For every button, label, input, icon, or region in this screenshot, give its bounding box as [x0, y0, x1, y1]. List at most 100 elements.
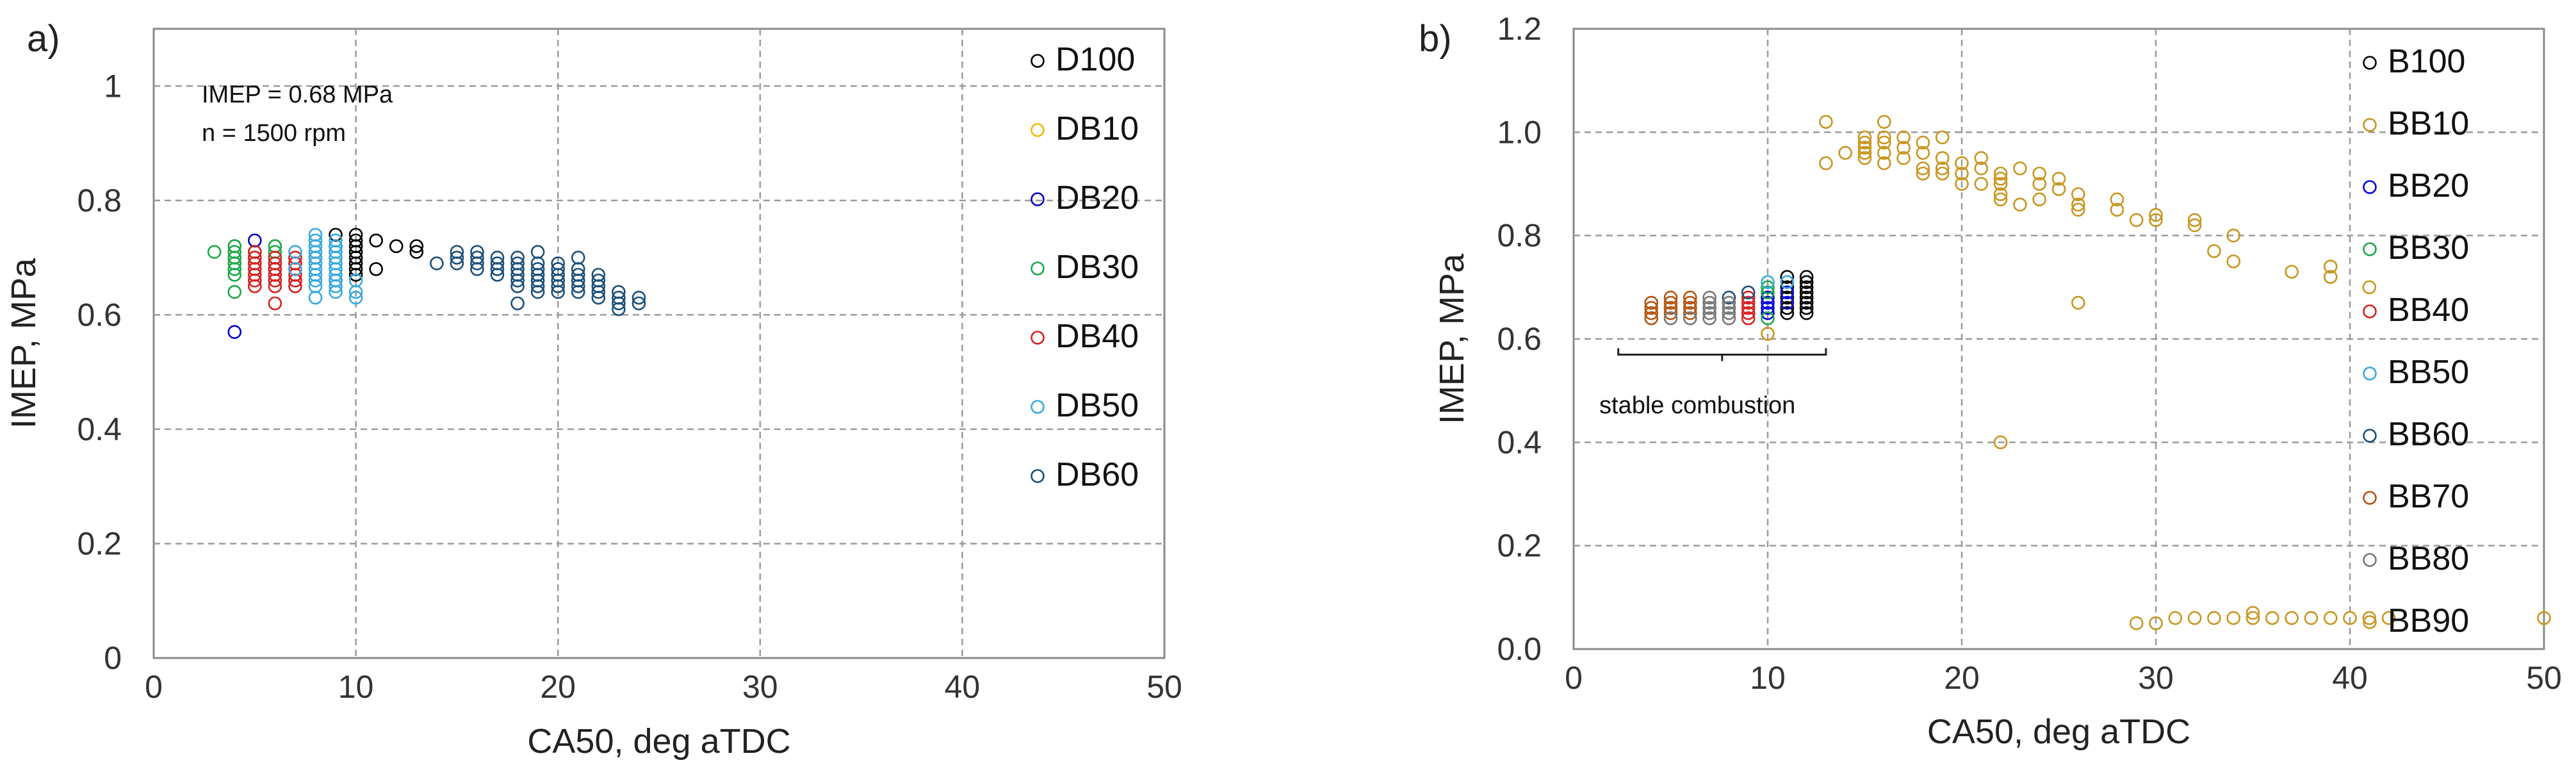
x-tick-label: 10 — [1750, 660, 1786, 696]
data-point — [2226, 611, 2240, 625]
data-point — [2187, 611, 2202, 625]
data-point — [1722, 295, 1736, 310]
legend-label: BB70 — [2388, 478, 2469, 515]
data-point — [1993, 435, 2008, 450]
data-point — [227, 325, 242, 339]
data-point — [1974, 177, 1989, 191]
data-point — [1857, 140, 1872, 155]
legend-entry: DB60 — [1031, 456, 1139, 493]
data-point — [2207, 244, 2221, 258]
data-point — [288, 279, 302, 293]
data-point — [1935, 151, 1950, 165]
data-point — [1780, 301, 1795, 315]
data-point — [2149, 616, 2163, 630]
annotation-text: stable combustion — [1599, 392, 1795, 419]
y-tick-label: 0.2 — [77, 525, 122, 561]
legend-marker — [2363, 366, 2377, 381]
legend-label: BB90 — [2388, 602, 2469, 639]
x-tick-label: 50 — [2526, 660, 2562, 696]
data-point — [612, 302, 626, 317]
data-point — [1799, 275, 1814, 290]
data-point — [1683, 301, 1697, 315]
data-point — [1916, 145, 1930, 160]
y-axis-title: IMEP, MPa — [1433, 253, 1471, 424]
chart-panel-b: 0 10 20 30 40 50 0.0 0.2 0.4 0.6 0.8 1.0 1.2 CA50, de… — [1419, 11, 2562, 751]
data-point — [1702, 290, 1716, 305]
data-point — [1993, 167, 2008, 181]
annotation-text: IMEP = 0.68 MPa — [202, 81, 393, 108]
y-tick-label: 0.6 — [77, 297, 122, 333]
data-point — [268, 273, 282, 288]
data-point — [530, 284, 545, 299]
data-point — [2323, 270, 2338, 284]
x-tick-label: 0 — [1565, 660, 1583, 696]
data-point — [2226, 228, 2240, 243]
data-point — [2071, 197, 2085, 212]
data-point — [2051, 172, 2066, 186]
y-tick-label: 0 — [104, 640, 122, 676]
y-tick-label: 1.2 — [1497, 11, 1542, 47]
data-point — [1799, 280, 1814, 295]
data-point — [510, 296, 525, 311]
x-tick-label: 20 — [540, 669, 576, 705]
data-point — [288, 262, 302, 276]
data-point — [530, 279, 545, 293]
legend-label: DB30 — [1056, 249, 1139, 286]
data-point — [288, 245, 302, 259]
data-point — [348, 284, 363, 299]
data-point — [2226, 254, 2240, 268]
y-tick-label: 0.4 — [77, 411, 122, 447]
legend-entry: BB80 — [2363, 540, 2469, 577]
panel-label: a) — [27, 18, 60, 60]
y-tick-label: 0.6 — [1497, 321, 1542, 357]
annotation-text: n = 1500 rpm — [202, 120, 346, 147]
data-point — [329, 279, 343, 293]
data-point — [2323, 259, 2338, 274]
legend-entry: DB30 — [1031, 249, 1139, 286]
legend-entry: BB60 — [2363, 416, 2469, 453]
legend-entry: DB20 — [1031, 179, 1139, 217]
data-point — [1663, 311, 1678, 325]
data-point — [1993, 187, 2008, 201]
data-point — [1761, 290, 1775, 305]
data-point — [2304, 611, 2319, 625]
legend-entry: BB30 — [2363, 229, 2469, 267]
data-point — [2129, 616, 2144, 630]
legend-entry: DB50 — [1031, 387, 1139, 424]
data-point — [1663, 301, 1678, 315]
data-point — [591, 290, 606, 305]
data-point — [1857, 151, 1872, 165]
legend-label: DB60 — [1056, 456, 1139, 493]
y-tick-label: 0.2 — [1497, 528, 1542, 564]
data-point — [1935, 161, 1950, 176]
data-point — [1722, 290, 1736, 305]
data-point — [1896, 140, 1911, 155]
data-point — [1799, 285, 1814, 300]
data-point — [2013, 161, 2027, 176]
data-point — [1780, 290, 1795, 305]
legend-label: DB10 — [1056, 110, 1139, 147]
data-point — [227, 284, 242, 299]
data-point — [1935, 130, 1950, 145]
data-point — [1916, 161, 1930, 176]
data-point — [268, 296, 282, 311]
data-point — [1780, 275, 1795, 290]
legend-label: BB60 — [2388, 416, 2469, 453]
data-point — [2071, 295, 2085, 310]
data-point — [1955, 167, 1969, 181]
data-point — [551, 284, 566, 299]
data-point — [1857, 145, 1872, 160]
x-axis-title: CA50, deg aTDC — [527, 722, 790, 761]
data-point — [1741, 306, 1756, 320]
data-point — [268, 279, 282, 293]
data-point — [1896, 130, 1911, 145]
x-tick-label: 40 — [2332, 660, 2368, 696]
data-point — [2110, 202, 2124, 217]
data-point — [2013, 197, 2027, 212]
data-point — [1702, 306, 1716, 320]
data-point — [1741, 311, 1756, 325]
data-point — [1780, 270, 1795, 284]
data-point — [1663, 295, 1678, 310]
data-point — [450, 251, 464, 265]
